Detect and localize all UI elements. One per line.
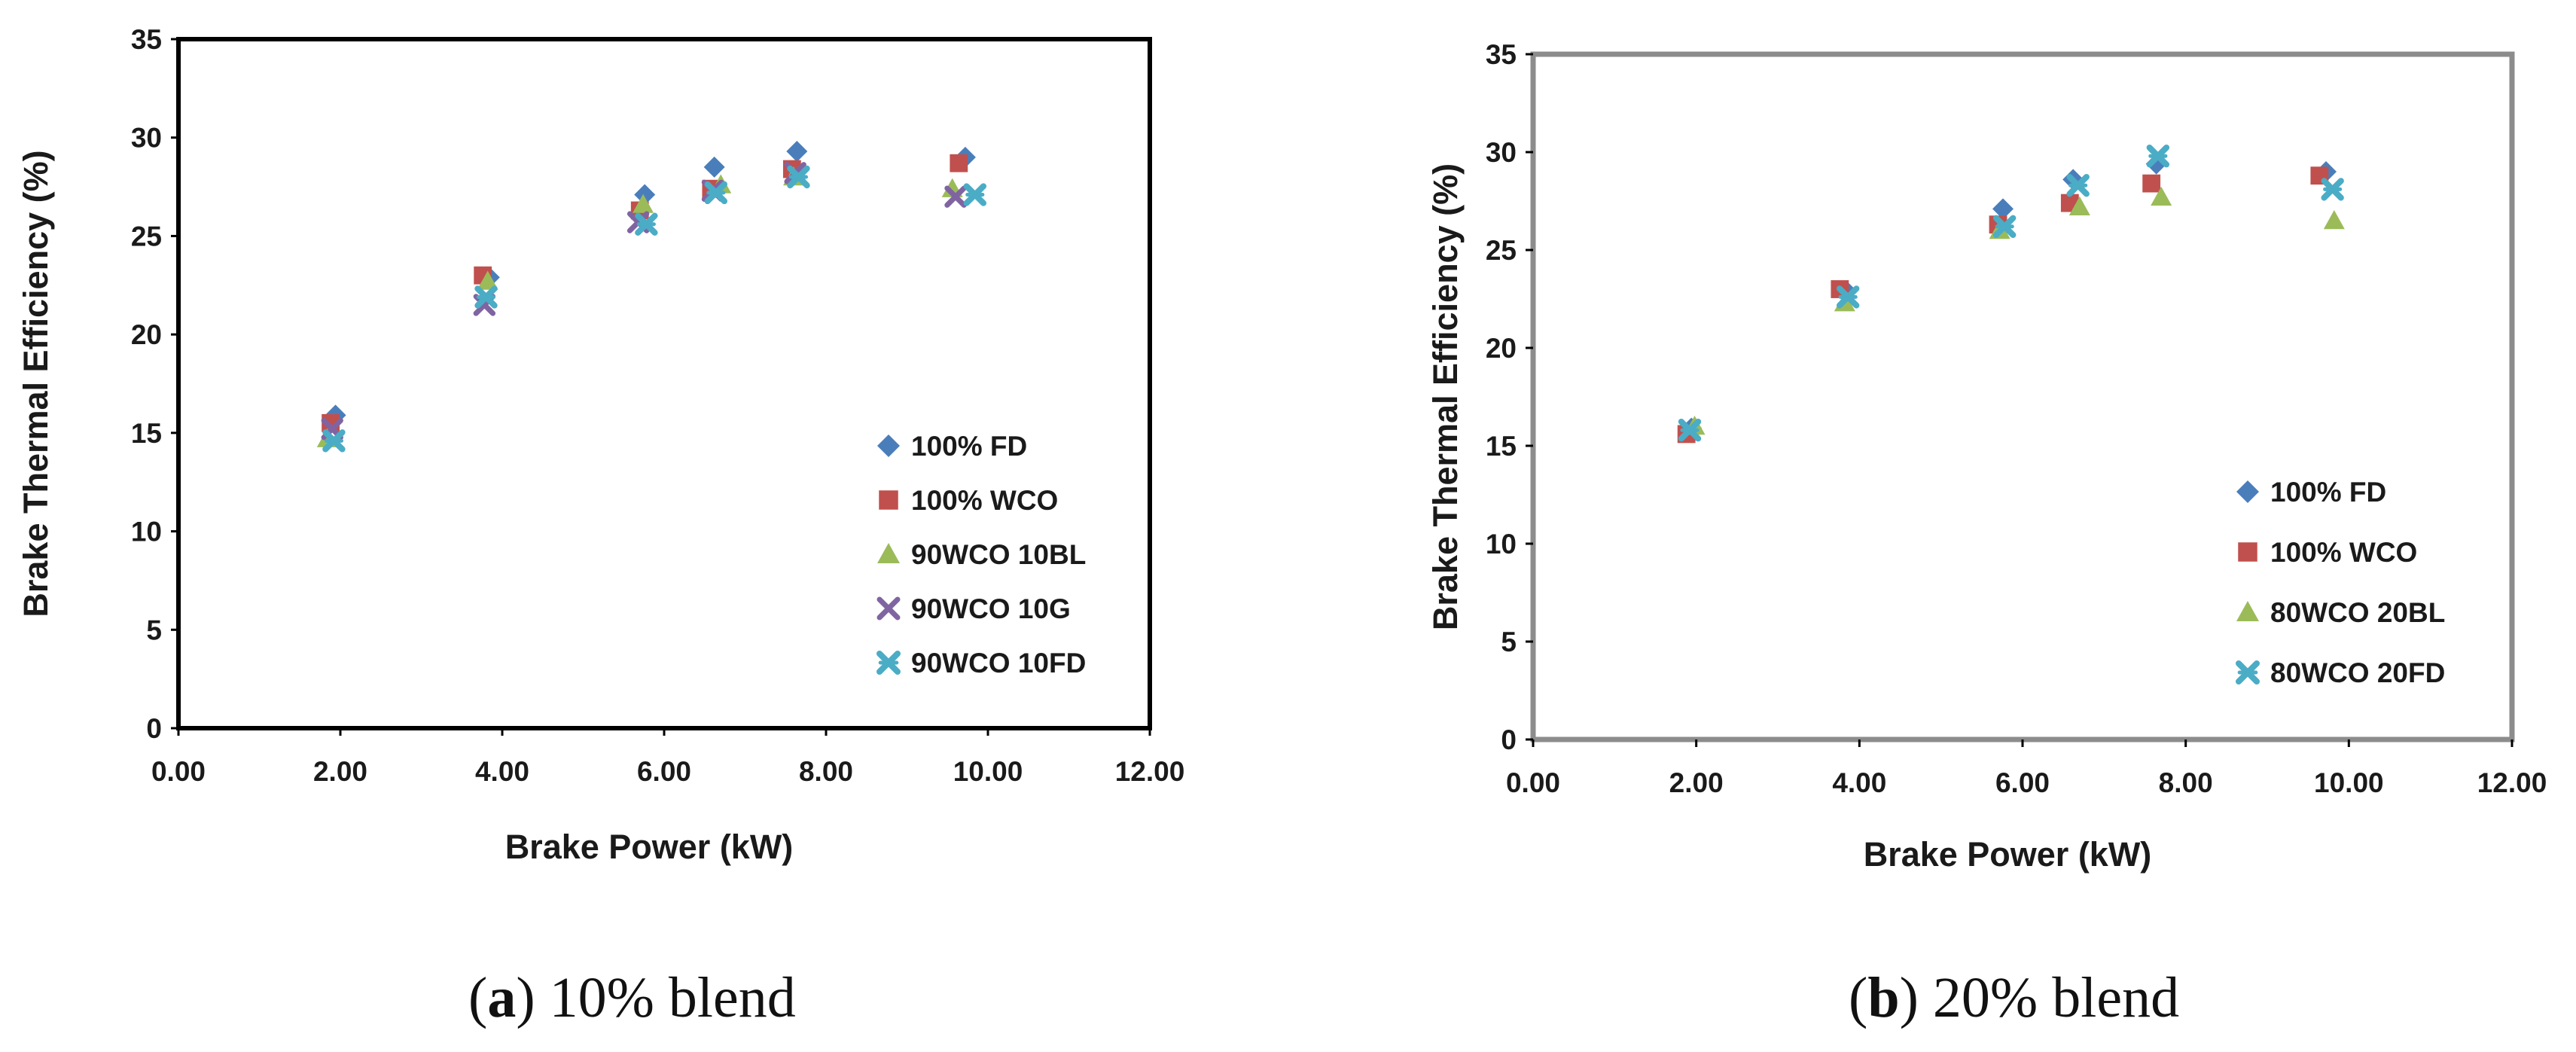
x-tick-label: 6.00 — [1995, 767, 2050, 798]
series-90wco-10bl — [316, 166, 963, 447]
x-axis-title: Brake Power (kW) — [505, 828, 794, 866]
legend-label: 90WCO 10FD — [911, 648, 1086, 678]
caption-close-paren: ) — [516, 966, 535, 1029]
y-tick-label: 35 — [131, 24, 162, 55]
legend-marker-100pct-fd — [877, 435, 900, 457]
x-tick-label: 10.00 — [2314, 767, 2384, 798]
data-point-90wco-10bl — [477, 270, 498, 290]
x-tick-label: 10.00 — [953, 756, 1023, 787]
data-point-90wco-10fd — [322, 429, 346, 453]
series-90wco-10fd — [322, 165, 986, 453]
y-tick-label: 35 — [1486, 39, 1517, 70]
series-80wco-20fd — [1678, 145, 2344, 442]
data-point-80wco-20bl — [2068, 196, 2090, 215]
x-tick-label: 8.00 — [799, 756, 853, 787]
x-tick-label: 12.00 — [1115, 756, 1185, 787]
data-point-80wco-20bl — [2323, 210, 2345, 230]
caption-open-paren: ( — [468, 966, 487, 1029]
y-tick-label: 0 — [1501, 724, 1517, 755]
y-tick-label: 25 — [1486, 235, 1517, 266]
x-tick-label: 4.00 — [1832, 767, 1886, 798]
legend: 100% FD 100% WCO 80WCO 20BL 80WCO 20FD — [2236, 477, 2445, 688]
chart-panel-b: 0 5 10 15 20 25 30 35 0.00 2.00 4.00 6.00 8.00 10.00 1… — [1426, 39, 2547, 1029]
data-point-100pct-wco — [2142, 174, 2161, 193]
data-point-80wco-20fd — [1678, 419, 1702, 442]
y-tick-label: 30 — [1486, 137, 1517, 168]
x-tick-label: 2.00 — [313, 756, 367, 787]
data-point-100pct-fd — [703, 156, 725, 178]
legend-marker-100pct-wco — [879, 490, 898, 510]
legend-marker-90wco-10g — [876, 596, 901, 621]
plot-frame — [1530, 51, 2515, 742]
legend-marker-90wco-10bl — [877, 543, 900, 563]
caption-text: 20% blend — [1919, 966, 2179, 1029]
legend-marker-80wco-20bl — [2236, 601, 2259, 621]
legend-marker-80wco-20fd — [2236, 660, 2260, 685]
data-point-100pct-fd — [634, 184, 656, 206]
legend-label: 100% WCO — [2270, 537, 2417, 568]
data-point-80wco-20fd — [2321, 178, 2344, 201]
data-point-90wco-10fd — [963, 183, 986, 206]
y-tick-label: 0 — [146, 713, 162, 744]
legend-marker-100pct-fd — [2236, 480, 2259, 503]
x-tick-label: 8.00 — [2159, 767, 2213, 798]
data-point-90wco-10fd — [635, 212, 658, 236]
data-point-90wco-10fd — [704, 181, 727, 205]
legend-marker-100pct-wco — [2238, 542, 2257, 562]
data-point-80wco-20fd — [2066, 174, 2090, 197]
legend-label: 80WCO 20FD — [2270, 657, 2445, 688]
series-100pct-fd — [1681, 153, 2337, 439]
legend-marker-90wco-10fd — [876, 651, 901, 675]
data-point-100pct-wco — [950, 154, 968, 172]
y-tick-label: 5 — [146, 614, 162, 645]
caption-letter: a — [487, 966, 516, 1029]
legend: 100% FD 100% WCO 90WCO 10BL 90WCO 10G 90WCO … — [876, 431, 1086, 678]
y-tick-label: 30 — [131, 123, 162, 154]
x-tick-label: 2.00 — [1669, 767, 1724, 798]
panel-caption: (a) 10% blend — [468, 966, 796, 1029]
data-point-100pct-fd — [1992, 198, 2014, 220]
caption-letter: b — [1867, 966, 1899, 1029]
legend-label: 90WCO 10G — [911, 593, 1071, 624]
legend-label: 100% WCO — [911, 485, 1058, 516]
data-point-90wco-10fd — [474, 285, 498, 309]
caption-close-paren: ) — [1900, 966, 1919, 1029]
legend-label: 90WCO 10BL — [911, 539, 1086, 570]
plot-frame — [176, 37, 1152, 730]
legend-label: 80WCO 20BL — [2270, 597, 2445, 628]
data-point-80wco-20bl — [2151, 186, 2172, 206]
panel-caption: (b) 20% blend — [1849, 966, 2179, 1029]
caption-text: 10% blend — [535, 966, 796, 1029]
y-axis-title: Brake Thermal Efficiency (%) — [17, 150, 55, 617]
series-80wco-20bl — [1684, 186, 2345, 435]
data-point-80wco-20fd — [2146, 145, 2170, 168]
chart-panel-a: 0 5 10 15 20 25 30 35 0.00 2.00 4.00 6.00 8.00 10.00 1… — [17, 24, 1184, 1029]
caption-open-paren: ( — [1849, 966, 1867, 1029]
y-tick-label: 25 — [131, 221, 162, 252]
x-tick-label: 0.00 — [151, 756, 206, 787]
y-tick-label: 20 — [1486, 333, 1517, 364]
data-point-90wco-10bl — [633, 194, 654, 213]
x-tick-label: 12.00 — [2477, 767, 2547, 798]
x-axis-title: Brake Power (kW) — [1864, 835, 2152, 874]
y-tick-label: 10 — [131, 517, 162, 547]
series-100pct-fd — [325, 141, 976, 426]
y-tick-label: 20 — [131, 319, 162, 350]
legend-label: 100% FD — [911, 431, 1027, 462]
y-tick-label: 10 — [1486, 529, 1517, 560]
y-tick-label: 15 — [1486, 431, 1517, 462]
x-tick-label: 0.00 — [1506, 767, 1560, 798]
x-tick-label: 4.00 — [475, 756, 529, 787]
data-point-100pct-fd — [786, 141, 808, 163]
y-tick-label: 15 — [131, 418, 162, 449]
data-point-90wco-10g — [944, 185, 967, 208]
y-axis-title: Brake Thermal Efficiency (%) — [1426, 163, 1465, 630]
data-point-90wco-10fd — [787, 165, 810, 189]
x-tick-label: 6.00 — [637, 756, 691, 787]
legend-label: 100% FD — [2270, 477, 2386, 508]
y-tick-label: 5 — [1501, 627, 1517, 657]
data-point-80wco-20fd — [1992, 215, 2017, 238]
data-point-80wco-20fd — [1836, 285, 1860, 309]
